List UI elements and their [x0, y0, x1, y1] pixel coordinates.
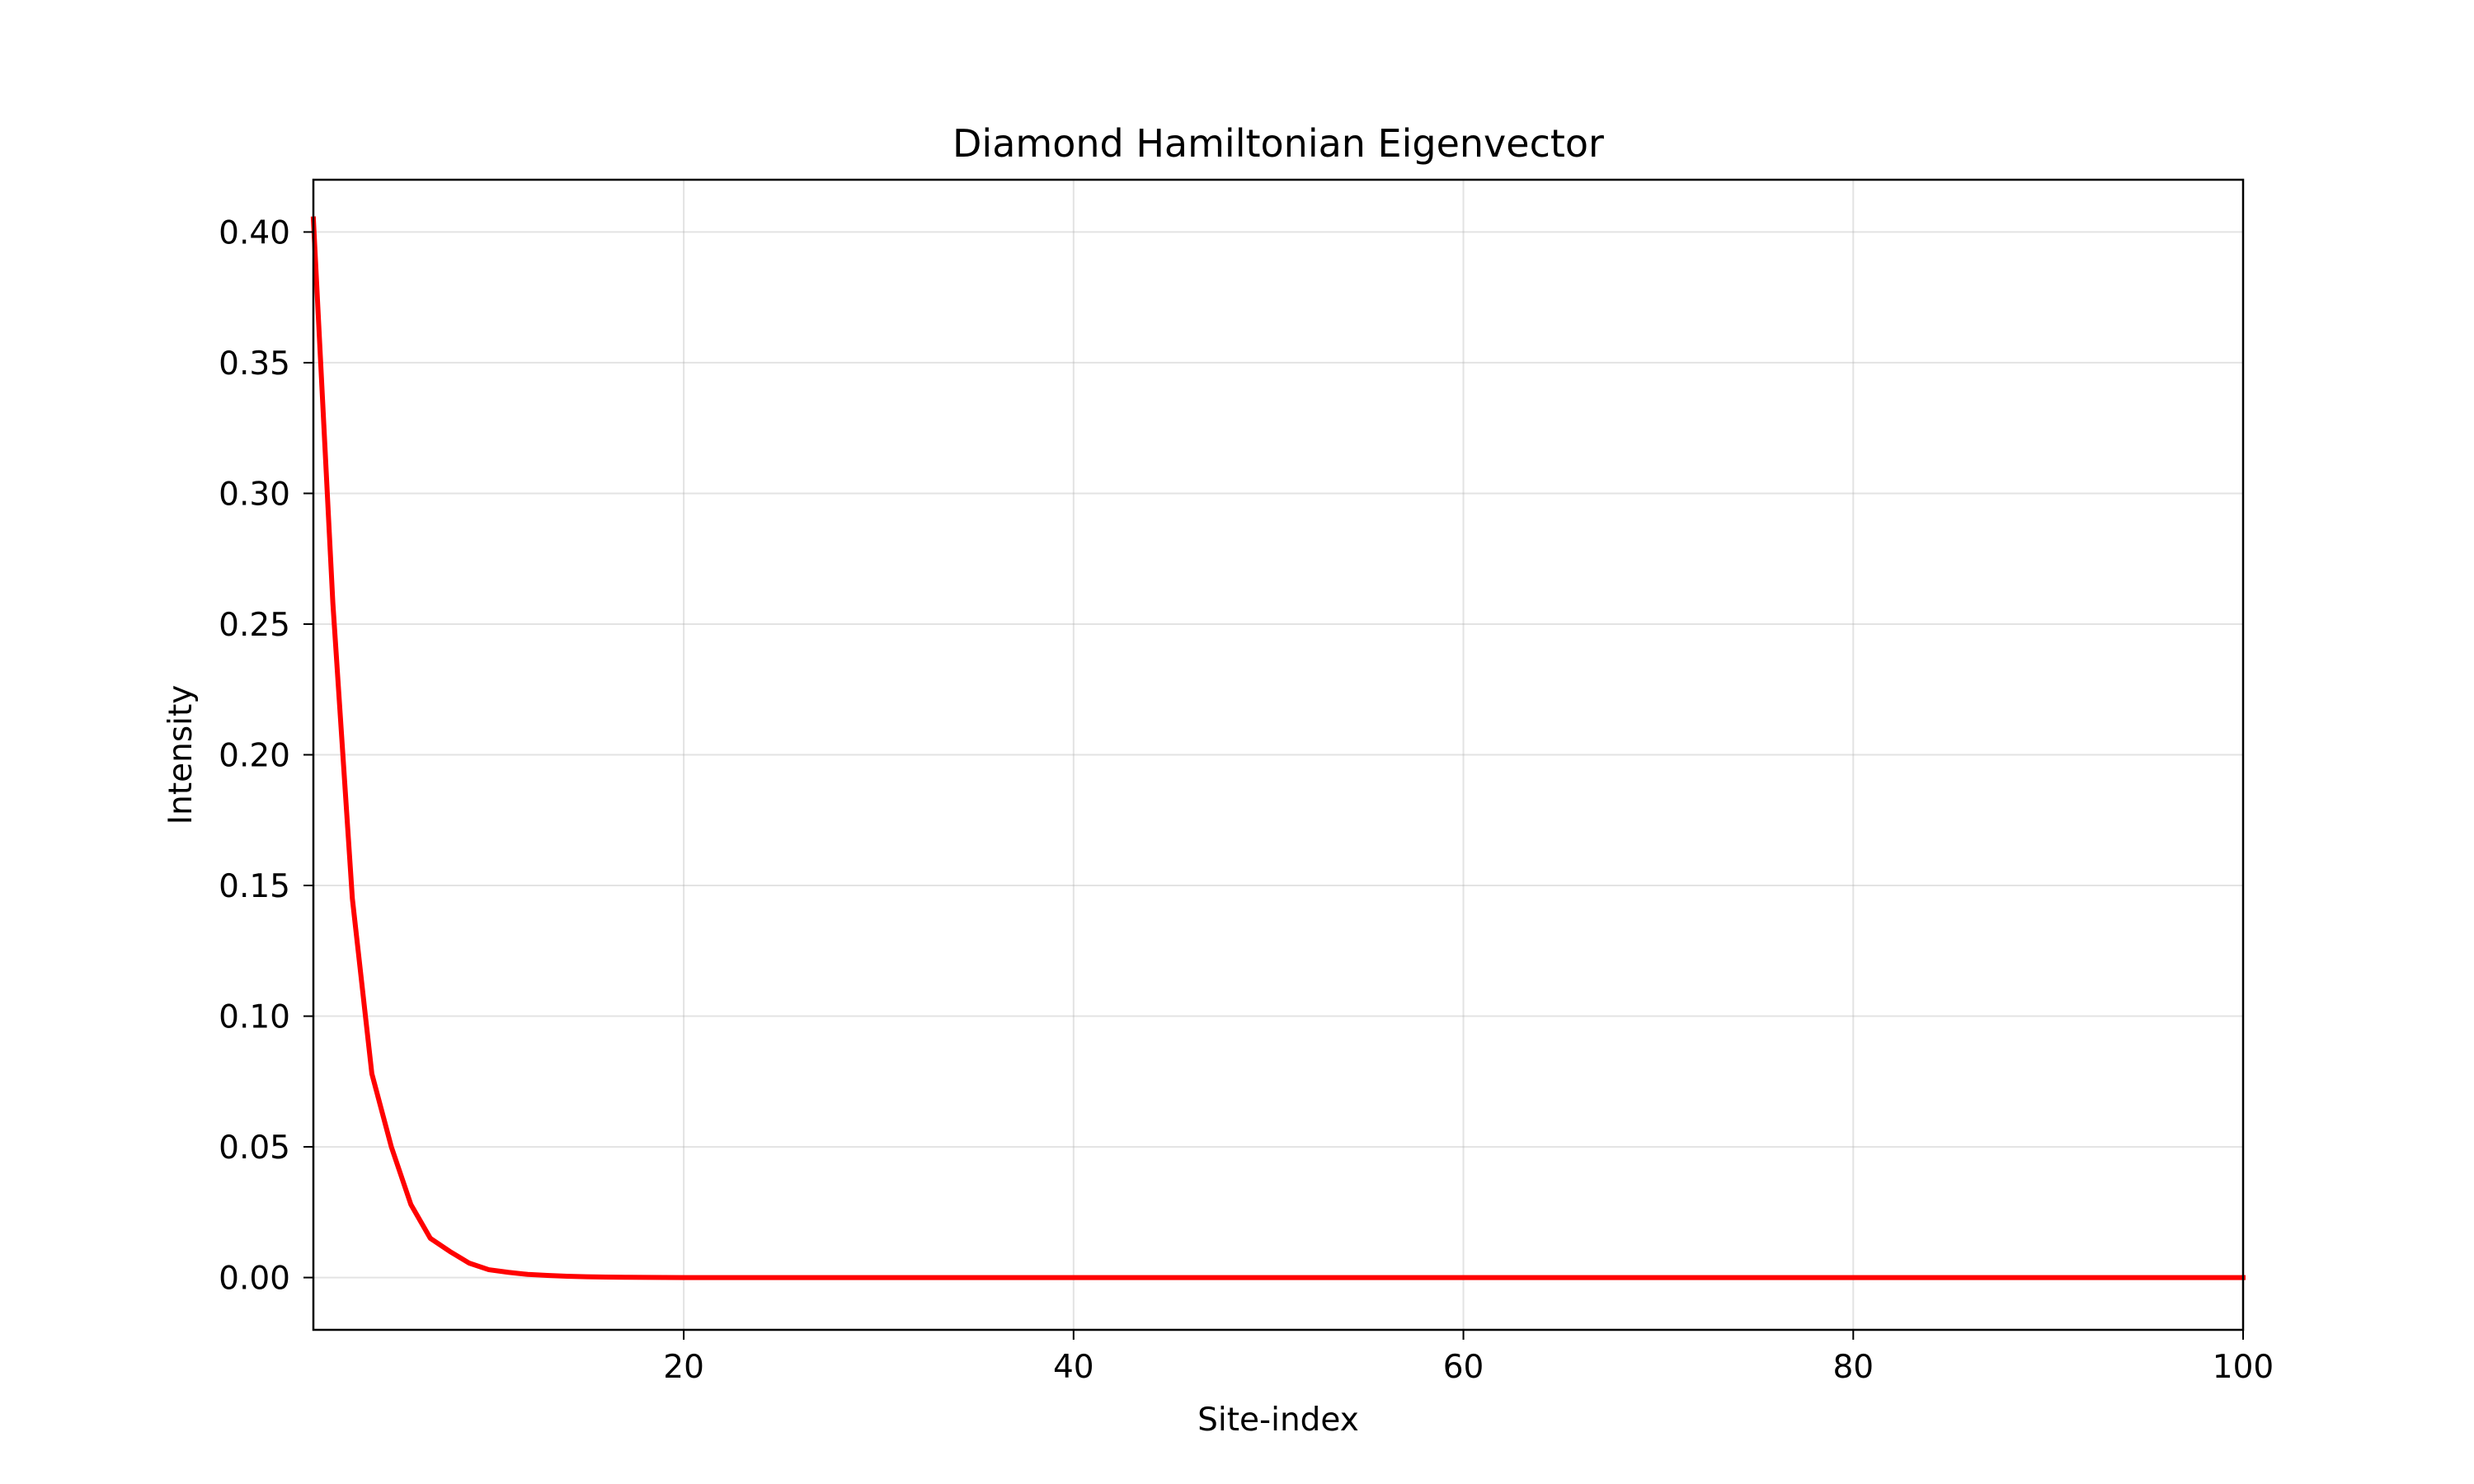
x-tick-label: 40	[1053, 1349, 1094, 1386]
y-tick-label: 0.10	[219, 999, 290, 1036]
y-tick-label: 0.05	[219, 1129, 290, 1167]
x-tick-label: 100	[2213, 1349, 2274, 1386]
y-tick-label: 0.40	[219, 214, 290, 251]
x-tick-label: 80	[1832, 1349, 1874, 1386]
ticks: 20 40 60 80 100 0.00 0.05 0.10 0.15 0.20 0.25 0.30 0…	[219, 214, 2274, 1386]
y-tick-label: 0.15	[219, 868, 290, 905]
y-tick-label: 0.35	[219, 345, 290, 383]
y-tick-label: 0.00	[219, 1261, 290, 1298]
x-tick-label: 60	[1443, 1349, 1484, 1386]
series-layer	[310, 216, 2246, 1280]
y-tick-label: 0.25	[219, 607, 290, 644]
x-tick-label: 20	[663, 1349, 704, 1386]
chart-title: Diamond Hamiltonian Eigenvector	[952, 121, 1604, 166]
series-line	[310, 216, 2246, 1280]
x-axis-label: Site-index	[1197, 1402, 1359, 1439]
y-axis-label: Intensity	[162, 685, 200, 825]
y-tick-label: 0.20	[219, 738, 290, 775]
y-tick-label: 0.30	[219, 476, 290, 513]
